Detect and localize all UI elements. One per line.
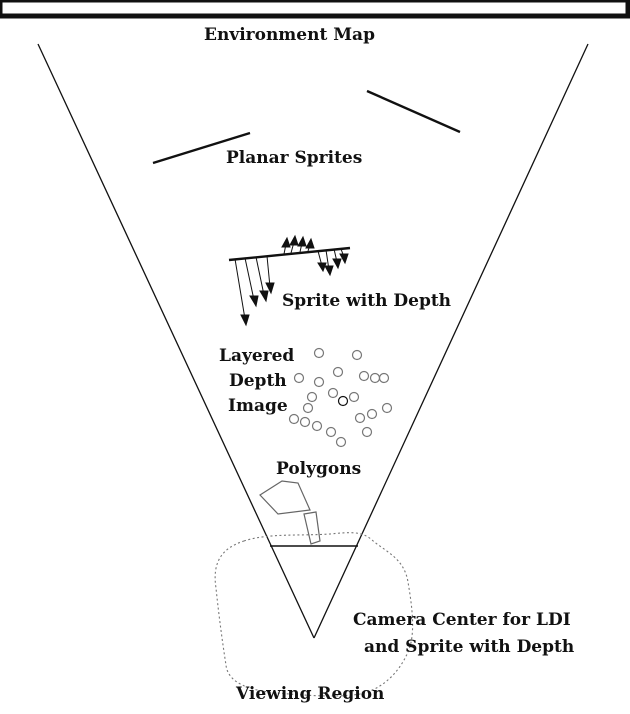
ldi-label-line1: Layered <box>219 346 294 366</box>
sprite-depth-plane <box>228 246 351 262</box>
ldi-sample-point <box>302 402 314 414</box>
polygons-label: Polygons <box>276 459 361 479</box>
ldi-sample-point <box>311 420 323 432</box>
depth-arrows-up <box>281 234 315 255</box>
ldi-sample-point <box>288 413 300 425</box>
planar-sprite-right <box>366 89 461 134</box>
top-border-frame <box>0 0 630 19</box>
ldi-sample-point <box>306 391 318 403</box>
ldi-sample-point <box>335 436 347 448</box>
sprite-with-depth-label: Sprite with Depth <box>282 291 451 311</box>
ldi-sample-point <box>293 372 305 384</box>
ldi-sample-point <box>327 387 339 399</box>
frustum-right-edge <box>313 43 589 639</box>
planar-sprite-left <box>152 131 251 165</box>
ldi-sample-point <box>378 372 390 384</box>
viewing-region-label: Viewing Region <box>235 684 384 704</box>
ldi-label-line3: Image <box>228 396 288 416</box>
camera-center-label-line1: Camera Center for LDI <box>353 610 571 630</box>
planar-sprites-label: Planar Sprites <box>226 148 362 168</box>
ldi-sample-point <box>358 370 370 382</box>
depth-arrows-long <box>234 255 275 327</box>
sprite-with-depth-glyph <box>228 234 351 327</box>
ldi-sample-points <box>288 347 393 448</box>
ldi-sample-point <box>381 402 393 414</box>
ldi-sample-point <box>369 372 381 384</box>
ldi-sample-point <box>313 347 325 359</box>
ldi-sample-point <box>313 376 325 388</box>
camera-center-label-line2: and Sprite with Depth <box>364 637 574 657</box>
ldi-sample-point <box>348 391 360 403</box>
frustum-left-edge <box>37 43 315 639</box>
ldi-sample-point <box>351 349 363 361</box>
depth-arrows-short <box>317 248 349 277</box>
polygon-shape-a <box>259 480 311 515</box>
environment-map-label: Environment Map <box>204 25 375 45</box>
ldi-sample-point <box>354 412 366 424</box>
ldi-sample-point <box>325 426 337 438</box>
ldi-sample-point <box>332 366 344 378</box>
ldi-sample-point <box>299 416 311 428</box>
ldi-label-line2: Depth <box>229 371 287 391</box>
ldi-sample-point <box>337 395 349 407</box>
ldi-sample-point <box>366 408 378 420</box>
ldi-sample-point <box>361 426 373 438</box>
polygon-shape-b <box>303 511 321 545</box>
viewing-region-outline <box>214 532 414 697</box>
